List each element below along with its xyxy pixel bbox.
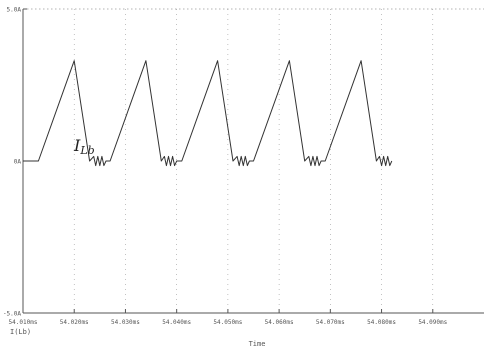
y-tick-label: 0A bbox=[14, 159, 22, 166]
series-layer bbox=[23, 60, 393, 167]
x-tick-label: 54.010ms bbox=[9, 319, 38, 326]
x-tick-label: 54.050ms bbox=[213, 319, 242, 326]
x-axis-title: Time bbox=[249, 340, 266, 348]
grid-layer bbox=[23, 8, 484, 313]
legend-trace-name: I(Lb) bbox=[10, 328, 31, 336]
x-tick-label: 54.090ms bbox=[418, 319, 447, 326]
series-line-ilb bbox=[23, 60, 393, 167]
signal-annotation: ILb bbox=[73, 136, 95, 157]
x-tick-label: 54.030ms bbox=[111, 319, 140, 326]
y-tick-label: -5.0A bbox=[3, 311, 21, 318]
x-tick-label: 54.060ms bbox=[265, 319, 294, 326]
x-tick-label: 54.020ms bbox=[60, 319, 89, 326]
y-tick-label: 5.0A bbox=[7, 7, 22, 14]
signal-annotation-subscript: Lb bbox=[79, 144, 94, 157]
x-tick-label: 54.080ms bbox=[367, 319, 396, 326]
x-tick-label: 54.040ms bbox=[162, 319, 191, 326]
x-tick-label: 54.070ms bbox=[316, 319, 345, 326]
